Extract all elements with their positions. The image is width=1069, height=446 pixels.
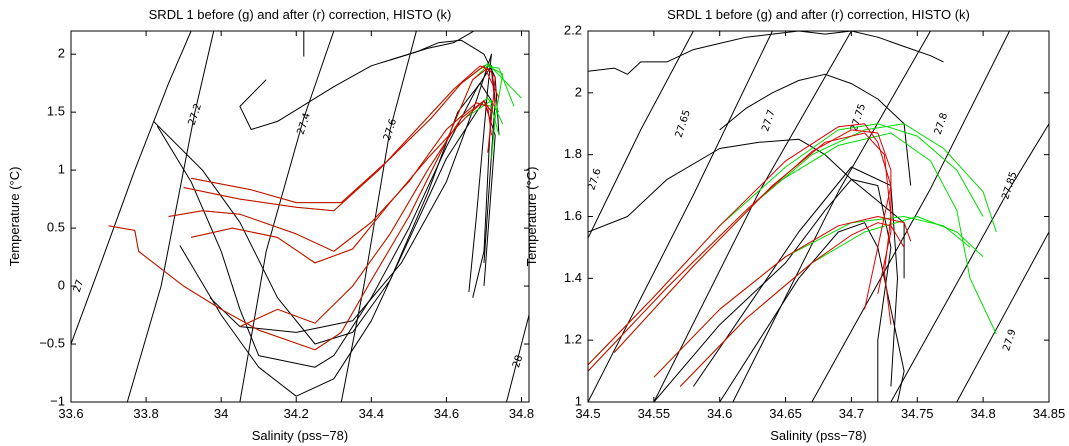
chart-2-x-tick-label-7: 34.8 <box>970 406 995 421</box>
chart-1-x-tick-label-1: 33.6 <box>58 406 83 421</box>
chart-1-y-tick-label-6: 1.5 <box>47 104 65 119</box>
chart-2-plot-area: 27.6 27.65 27.7 27.75 27.8 27.85 27.9 <box>586 31 1049 402</box>
chart-2-y-tick-label-5: 1.8 <box>564 146 582 161</box>
chart-1-contour-label-5: 28 <box>511 354 525 370</box>
chart-2-histo-profile-1 <box>588 31 944 75</box>
chart-1-before-profile-13 <box>239 97 500 328</box>
chart-1-title: SRDL 1 before (g) and after (r) correcti… <box>149 7 452 22</box>
chart-1-x-tick-label-6: 34.6 <box>434 406 459 421</box>
chart-2-density-contour-7 <box>956 231 1049 402</box>
chart-2-y-tick-label-2: 1.2 <box>564 332 582 347</box>
chart-2-before-profile-9 <box>613 132 997 353</box>
chart-2-x-tick-label-2: 34.55 <box>638 406 671 421</box>
chart-2-axes-frame <box>587 30 1050 403</box>
chart-2-y-tick-label-6: 2 <box>575 84 582 99</box>
chart-1-before-profile-11 <box>191 63 522 204</box>
chart-2-before-profile-8 <box>588 123 997 372</box>
chart-1-before-profile-12 <box>190 100 504 264</box>
chart-1-y-axis-label: Temperature (°C) <box>7 167 22 267</box>
chart-1-y-tick-label-4: 0.5 <box>47 220 65 235</box>
chart-1-x-tick-label-4: 34.2 <box>284 406 309 421</box>
chart-1-before-profile-9 <box>168 102 500 252</box>
chart-1-x-tick-label-7: 34.8 <box>509 406 534 421</box>
chart-2-y-axis-label: Temperature (°C) <box>524 167 539 267</box>
chart-2-contour-label-1: 27.6 <box>586 167 603 192</box>
chart-1-after-profile-18 <box>190 100 492 264</box>
chart-1-density-contour-2 <box>126 31 215 402</box>
chart-1-y-tick-label-1: −1 <box>50 393 65 408</box>
chart-2-after-profile-14 <box>613 132 892 353</box>
chart-2-x-tick-label-4: 34.65 <box>769 406 802 421</box>
chart-1-plot-area: 27 27.2 27.4 27.6 28 <box>71 31 529 402</box>
chart-2-y-tick-label-7: 2.2 <box>564 22 582 37</box>
chart-2-y-tick-label-1: 1 <box>575 393 582 408</box>
chart-2-after-profile-12 <box>588 123 892 366</box>
chart-2-after-profile-13 <box>588 129 892 372</box>
chart-2-histo-profile-2 <box>719 73 912 186</box>
chart-2-density-contour-4 <box>732 31 931 402</box>
chart-2-contour-label-6: 27.85 <box>1000 170 1019 201</box>
chart-2-histo-profile-5 <box>653 178 892 402</box>
chart-2-histo-profile-4 <box>719 222 905 402</box>
chart-1-y-tick-label-7: 2 <box>58 46 65 61</box>
chart-1-x-tick-label-5: 34.4 <box>359 406 384 421</box>
chart-1-contour-label-3: 27.4 <box>296 112 313 137</box>
chart-2-contour-label-3: 27.7 <box>760 109 777 134</box>
chart-1-before-profile-10 <box>183 65 515 212</box>
chart-2-x-tick-label-6: 34.75 <box>901 406 934 421</box>
chart-1-density-contour-1 <box>71 31 192 345</box>
chart-1-x-tick-label-3: 34 <box>214 406 228 421</box>
chart-2-x-tick-label-5: 34.7 <box>839 406 864 421</box>
chart-2-title: SRDL 1 before (g) and after (r) correcti… <box>667 7 970 22</box>
chart-2-density-contour-1 <box>588 31 694 239</box>
chart-1-contour-label-4: 27.6 <box>382 117 399 142</box>
chart-2-x-tick-label-8: 34.85 <box>1033 406 1066 421</box>
chart-2-contour-label-7: 27.9 <box>1001 328 1018 353</box>
chart-1-axes-frame <box>70 30 530 403</box>
chart-2-x-tick-label-1: 34.5 <box>575 406 600 421</box>
chart-1-after-profile-15 <box>168 102 492 252</box>
chart-1-x-axis-label: Salinity (pss−78) <box>252 428 348 443</box>
chart-2-y-tick-label-3: 1.4 <box>564 270 582 285</box>
chart-1-histo-profile-5 <box>239 31 475 130</box>
chart-2-y-tick-label-4: 1.6 <box>564 208 582 223</box>
chart-1-x-tick-label-2: 33.8 <box>133 406 158 421</box>
chart-1-histo-profile-1 <box>209 53 492 333</box>
chart-2-before-profile-11 <box>679 216 984 387</box>
chart-2-contour-label-5: 27.8 <box>933 112 950 137</box>
chart-2-contour-label-2: 27.65 <box>674 109 693 140</box>
chart-2-density-contour-3 <box>653 31 852 402</box>
chart-1-after-profile-19 <box>239 100 492 328</box>
chart-2-before-profile-10 <box>653 216 971 378</box>
chart-1-histo-profile-2 <box>153 82 492 345</box>
chart-1-contour-label-1: 27 <box>72 278 86 294</box>
chart-1-histo-profile-3 <box>156 65 496 368</box>
chart-1-y-tick-label-3: 0 <box>58 278 65 293</box>
chart-2-x-axis-label: Salinity (pss−78) <box>770 428 866 443</box>
chart-1-y-tick-label-5: 1 <box>58 162 65 177</box>
chart-2-density-contour-6 <box>890 123 1049 402</box>
chart-1-density-contour-4 <box>340 31 417 402</box>
chart-2-density-contour-5 <box>811 31 1010 402</box>
chart-1-density-contour-5 <box>506 314 529 402</box>
chart-2-density-contour-2 <box>588 31 773 402</box>
chart-1-y-tick-label-2: −0.5 <box>39 335 65 350</box>
chart-1-contour-label-2: 27.2 <box>187 102 204 127</box>
chart-2-after-profile-16 <box>679 222 905 387</box>
chart-2-x-tick-label-3: 34.6 <box>707 406 732 421</box>
chart-2-contour-label-4: 27.75 <box>849 102 868 133</box>
chart-2-before-profile-7 <box>588 123 984 366</box>
chart-2-after-profile-15 <box>653 216 912 378</box>
chart-2-histo-profile-6 <box>692 166 898 387</box>
chart-1-after-profile-17 <box>191 65 500 204</box>
chart-1-after-profile-14 <box>108 67 496 351</box>
